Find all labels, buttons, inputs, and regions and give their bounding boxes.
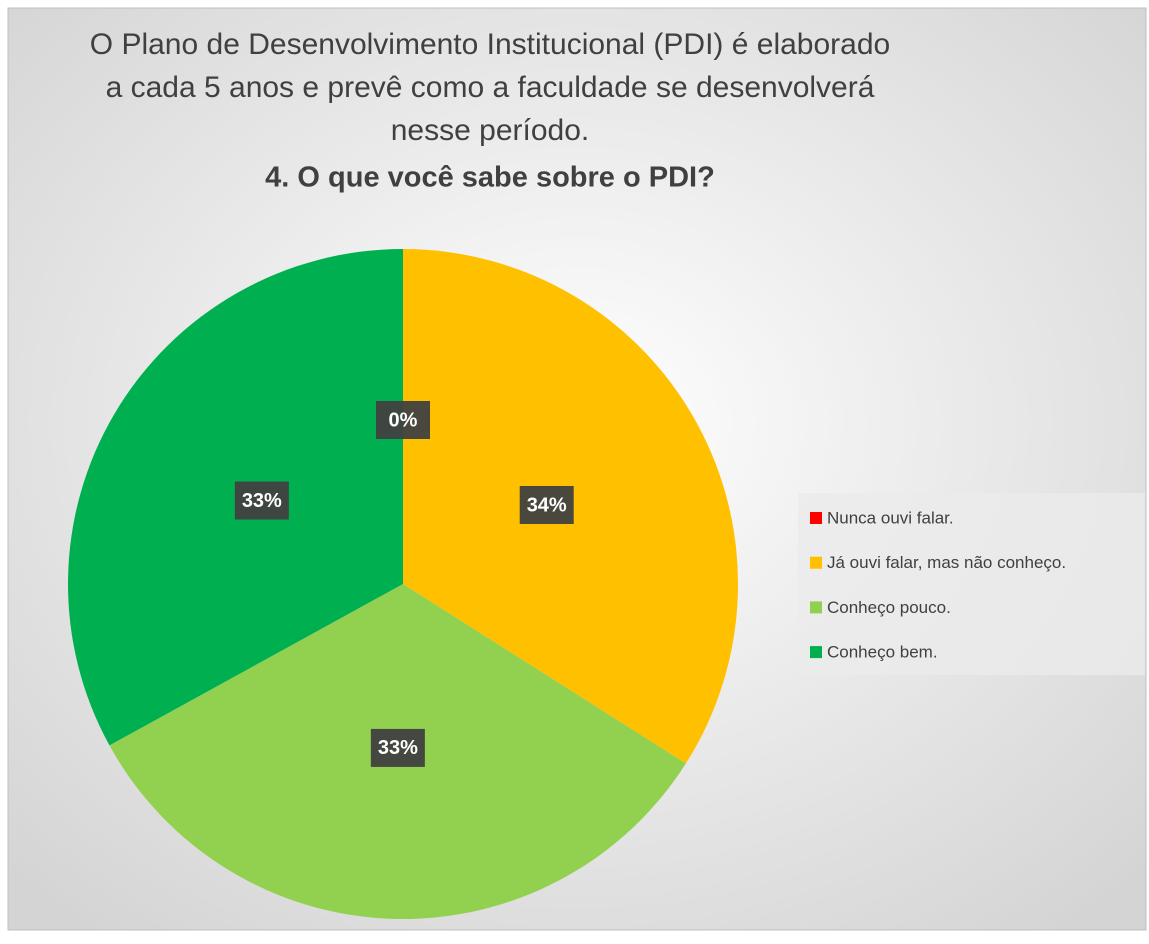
data-label-box — [376, 401, 430, 439]
data-label-box — [370, 728, 425, 767]
title-line: O Plano de Desenvolvimento Institucional… — [90, 28, 890, 61]
data-label-box — [519, 485, 574, 524]
data-label: 33% — [378, 737, 418, 759]
data-label-box — [234, 481, 289, 520]
title-line: a cada 5 anos e prevê como a faculdade s… — [106, 71, 875, 104]
subtitle: 4. O que você sabe sobre o PDI? — [265, 162, 715, 194]
title-line: nesse período. — [391, 114, 589, 147]
legend-swatch — [810, 601, 822, 614]
legend-label: Conheço bem. — [827, 643, 938, 662]
data-label: 34% — [527, 494, 567, 516]
legend-swatch — [810, 646, 822, 659]
legend-label: Já ouvi falar, mas não conheço. — [827, 553, 1066, 572]
data-label: 33% — [242, 490, 282, 512]
legend-label: Conheço pouco. — [827, 598, 951, 617]
legend-swatch — [810, 556, 822, 569]
legend-swatch — [810, 512, 822, 524]
data-label: 0% — [389, 409, 418, 431]
legend-label: Nunca ouvi falar. — [827, 508, 954, 527]
legend-box — [798, 493, 1145, 675]
